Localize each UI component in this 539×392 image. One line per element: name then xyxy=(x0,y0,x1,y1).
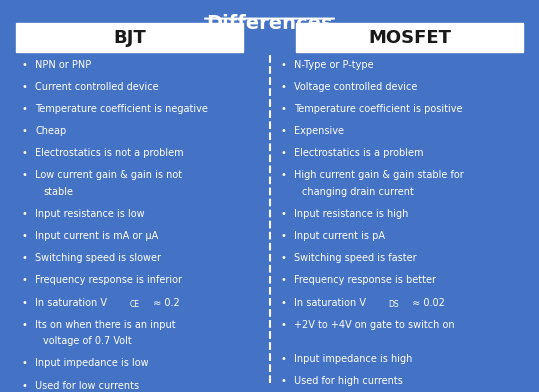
Text: CE: CE xyxy=(129,300,140,309)
Text: ≈ 0.2: ≈ 0.2 xyxy=(150,298,179,308)
Text: Its on when there is an input: Its on when there is an input xyxy=(35,319,176,330)
Text: In saturation V: In saturation V xyxy=(294,298,366,308)
Text: •: • xyxy=(22,60,27,70)
Text: •: • xyxy=(280,276,286,285)
Text: Input resistance is high: Input resistance is high xyxy=(294,209,408,219)
Text: •: • xyxy=(22,298,27,308)
Text: High current gain & gain stable for: High current gain & gain stable for xyxy=(294,171,464,180)
FancyBboxPatch shape xyxy=(16,23,243,52)
Text: •: • xyxy=(22,104,27,114)
Text: •: • xyxy=(280,376,286,386)
Text: Input current is pA: Input current is pA xyxy=(294,231,385,241)
Text: •: • xyxy=(280,171,286,180)
Text: Differences: Differences xyxy=(206,14,333,33)
Text: Input current is mA or μA: Input current is mA or μA xyxy=(35,231,158,241)
Text: Frequency response is better: Frequency response is better xyxy=(294,276,436,285)
Text: Input resistance is low: Input resistance is low xyxy=(35,209,144,219)
Text: N-Type or P-type: N-Type or P-type xyxy=(294,60,374,70)
Text: •: • xyxy=(280,60,286,70)
Text: Current controlled device: Current controlled device xyxy=(35,82,158,92)
Text: •: • xyxy=(280,231,286,241)
Text: •: • xyxy=(280,298,286,308)
Text: •: • xyxy=(280,82,286,92)
Text: •: • xyxy=(22,319,27,330)
Text: Cheap: Cheap xyxy=(35,126,66,136)
Text: •: • xyxy=(280,253,286,263)
Text: Input impedance is high: Input impedance is high xyxy=(294,354,412,364)
Text: NPN or PNP: NPN or PNP xyxy=(35,60,91,70)
Text: BJT: BJT xyxy=(113,29,146,47)
Text: Temperature coefficient is positive: Temperature coefficient is positive xyxy=(294,104,462,114)
Text: Temperature coefficient is negative: Temperature coefficient is negative xyxy=(35,104,208,114)
Text: •: • xyxy=(280,319,286,330)
Text: DS: DS xyxy=(388,300,399,309)
Text: •: • xyxy=(22,276,27,285)
Text: ≈ 0.02: ≈ 0.02 xyxy=(409,298,445,308)
Text: •: • xyxy=(280,126,286,136)
Text: Low current gain & gain is not: Low current gain & gain is not xyxy=(35,171,182,180)
Text: MOSFET: MOSFET xyxy=(368,29,451,47)
Text: +2V to +4V on gate to switch on: +2V to +4V on gate to switch on xyxy=(294,319,454,330)
Text: •: • xyxy=(22,82,27,92)
Text: changing drain current: changing drain current xyxy=(302,187,414,197)
Text: •: • xyxy=(22,358,27,368)
Text: Switching speed is faster: Switching speed is faster xyxy=(294,253,417,263)
Text: Used for low currents: Used for low currents xyxy=(35,381,139,390)
Text: voltage of 0.7 Volt: voltage of 0.7 Volt xyxy=(43,336,132,347)
Text: stable: stable xyxy=(43,187,73,197)
Text: Expensive: Expensive xyxy=(294,126,344,136)
Text: •: • xyxy=(22,209,27,219)
Text: Voltage controlled device: Voltage controlled device xyxy=(294,82,417,92)
Text: Used for high currents: Used for high currents xyxy=(294,376,403,386)
Text: •: • xyxy=(22,171,27,180)
Text: •: • xyxy=(22,231,27,241)
Text: Electrostatics is not a problem: Electrostatics is not a problem xyxy=(35,148,184,158)
FancyBboxPatch shape xyxy=(296,23,523,52)
Text: Frequency response is inferior: Frequency response is inferior xyxy=(35,276,182,285)
Text: •: • xyxy=(280,104,286,114)
Text: Input impedance is low: Input impedance is low xyxy=(35,358,149,368)
Text: In saturation V: In saturation V xyxy=(35,298,107,308)
Text: •: • xyxy=(280,354,286,364)
Text: Electrostatics is a problem: Electrostatics is a problem xyxy=(294,148,423,158)
Text: •: • xyxy=(22,126,27,136)
Text: •: • xyxy=(22,253,27,263)
Text: •: • xyxy=(22,148,27,158)
Text: Switching speed is slower: Switching speed is slower xyxy=(35,253,161,263)
Text: •: • xyxy=(280,209,286,219)
Text: •: • xyxy=(22,381,27,390)
Text: •: • xyxy=(280,148,286,158)
